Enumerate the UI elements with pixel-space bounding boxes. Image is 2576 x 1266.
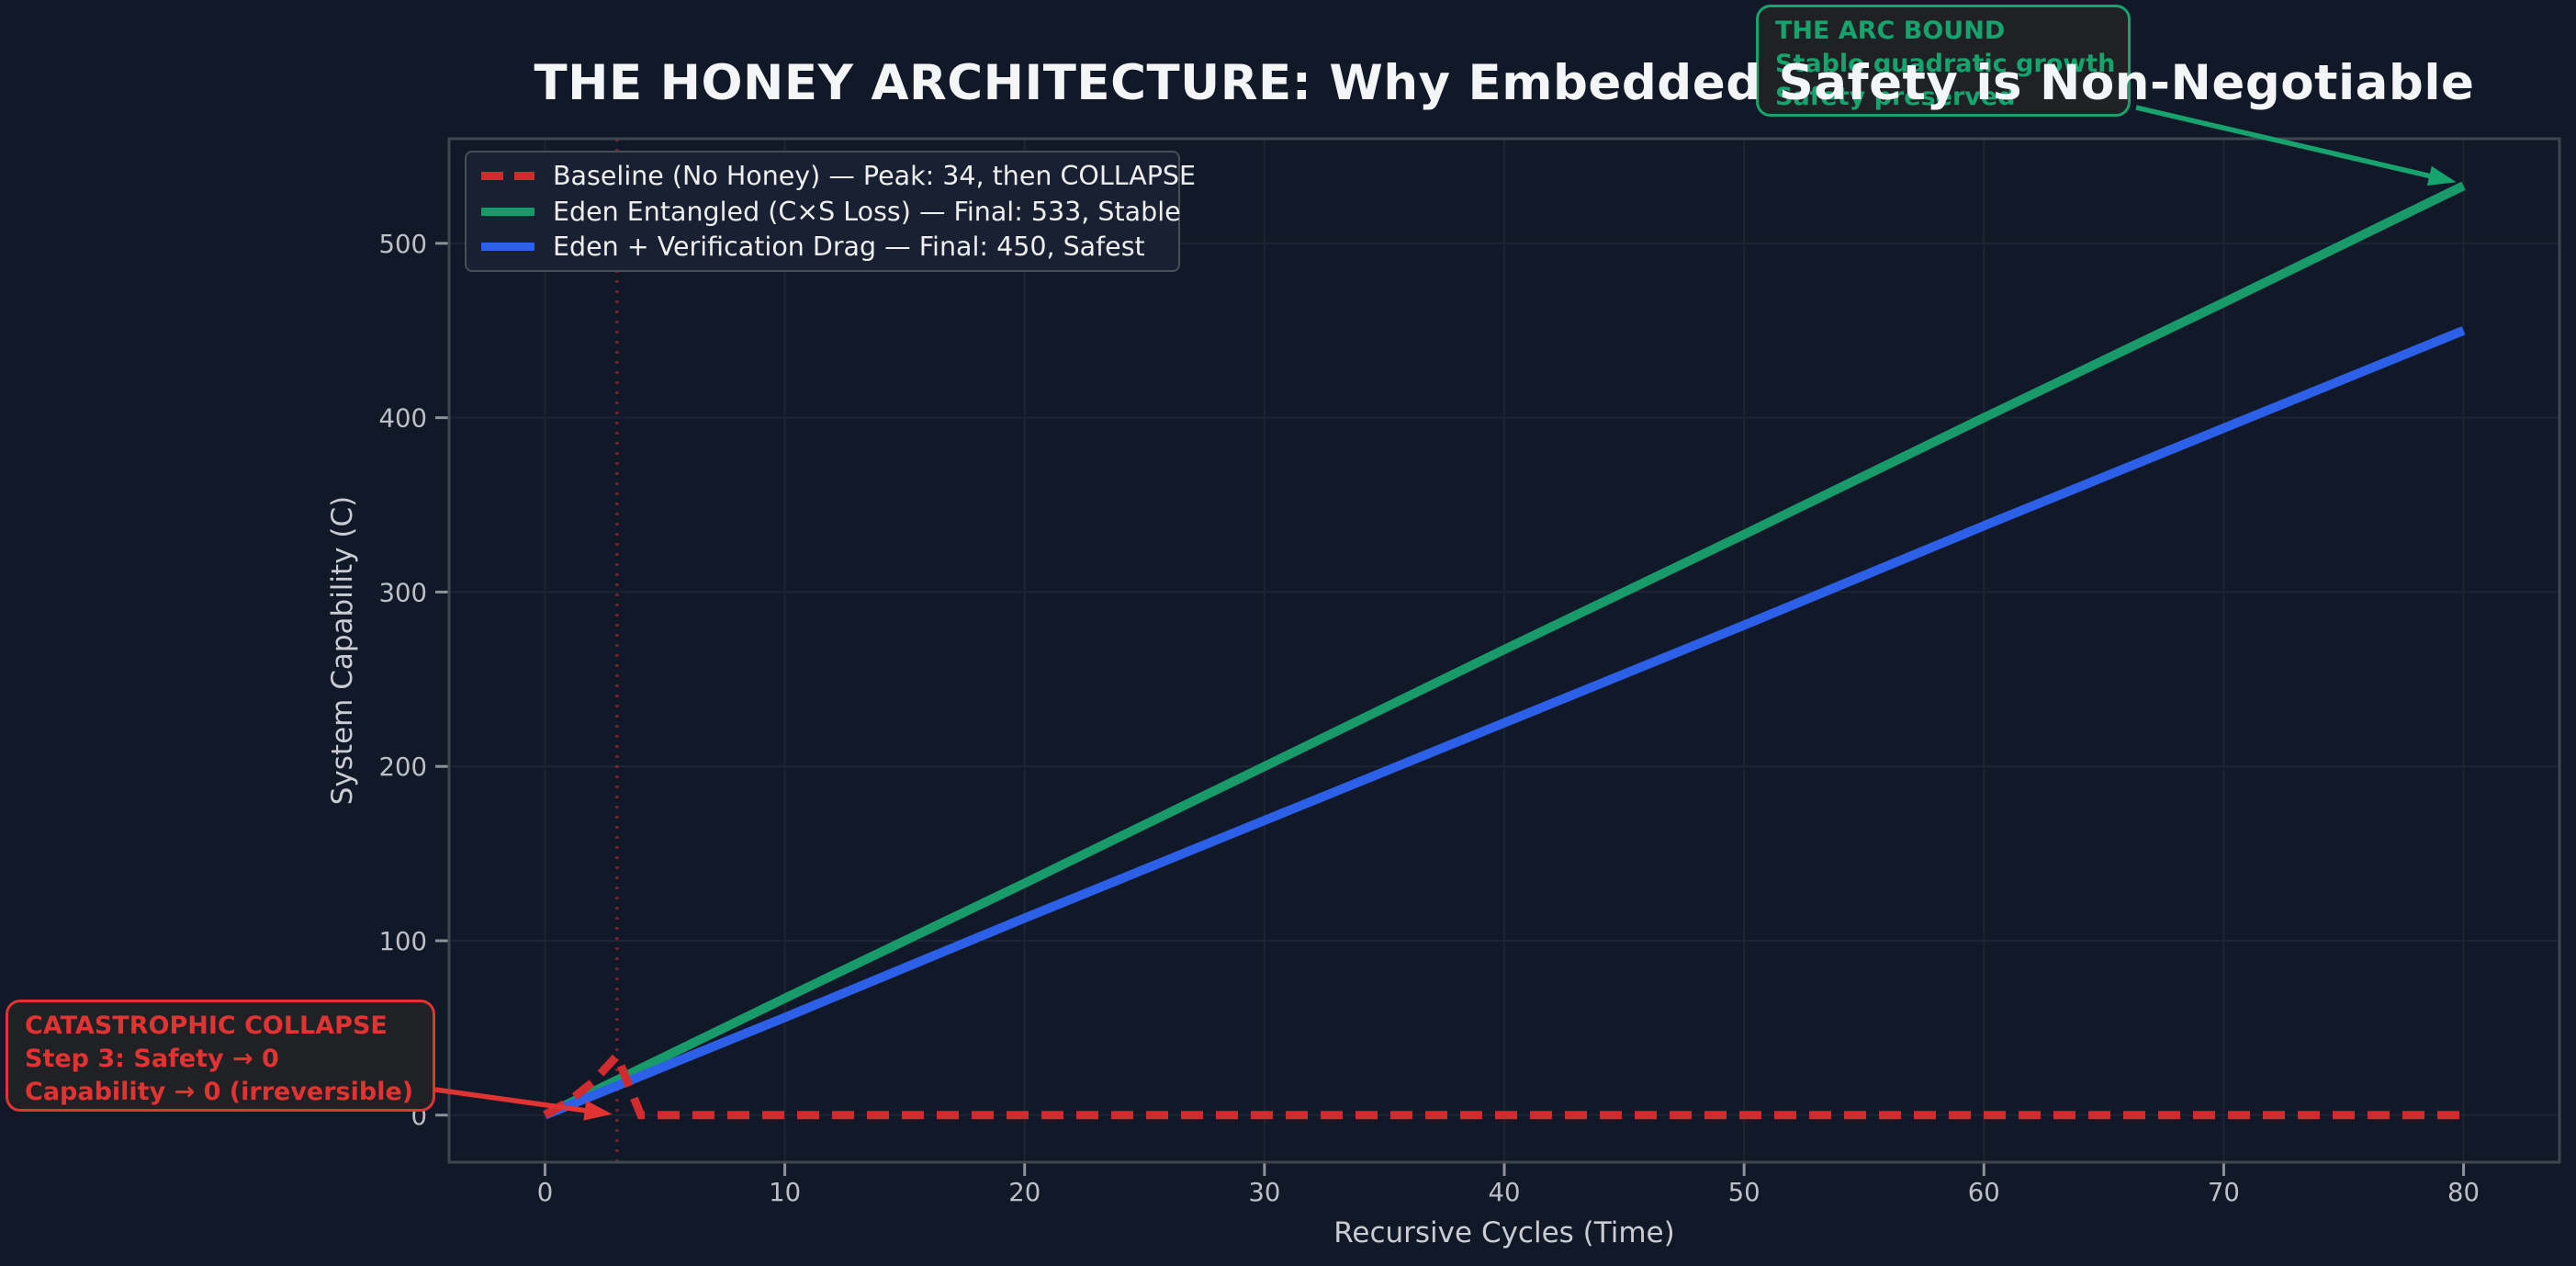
collapse-arrow-head <box>583 1100 613 1121</box>
arc-bound-arrow-shaft <box>2135 105 2435 180</box>
x-tick-label-30: 30 <box>1248 1178 1280 1207</box>
annotation-arc-bound: THE ARC BOUND Stable quadratic growth Sa… <box>1756 5 2131 117</box>
series-line-0 <box>543 1047 2464 1120</box>
baseline-dash-swatch <box>481 172 534 181</box>
eden-entangled-swatch <box>481 207 534 216</box>
legend-label-baseline: Baseline (No Honey) — Peak: 34, then COL… <box>553 161 1197 192</box>
x-tick-label-80: 80 <box>2447 1178 2480 1207</box>
x-tick-label-20: 20 <box>1008 1178 1041 1207</box>
legend-item-eden-entangled: Eden Entangled (C×S Loss) — Final: 533, … <box>481 197 1181 227</box>
plot-spines <box>447 137 2561 1164</box>
legend-label-verification-drag: Eden + Verification Drag — Final: 450, S… <box>553 231 1145 262</box>
x-tick-label-60: 60 <box>1968 1178 2000 1207</box>
collapse-annotation-line2: Step 3: Safety → 0 <box>25 1045 279 1073</box>
x-axis-label: Recursive Cycles (Time) <box>1333 1216 1674 1249</box>
x-tick-label-40: 40 <box>1489 1178 1521 1207</box>
legend-item-verification-drag: Eden + Verification Drag — Final: 450, S… <box>481 232 1164 262</box>
y-tick-label-300: 300 <box>379 578 428 607</box>
collapse-annotation-line3: Capability → 0 (irreversible) <box>25 1078 414 1106</box>
legend-label-eden-entangled: Eden Entangled (C×S Loss) — Final: 533, … <box>553 196 1181 227</box>
series-line-1 <box>543 181 2466 1120</box>
x-tick-label-50: 50 <box>1728 1178 1760 1207</box>
y-axis-label: System Capability (C) <box>326 496 359 805</box>
y-tick-label-500: 500 <box>379 230 428 259</box>
annotation-catastrophic-collapse: CATASTROPHIC COLLAPSE Step 3: Safety → 0… <box>6 1000 435 1112</box>
legend-item-baseline: Baseline (No Honey) — Peak: 34, then COL… <box>481 161 1196 191</box>
arc-annotation-line1: THE ARC BOUND <box>1775 17 2006 45</box>
collapse-annotation-line1: CATASTROPHIC COLLAPSE <box>25 1012 388 1040</box>
legend-box: Baseline (No Honey) — Peak: 34, then COL… <box>465 151 1196 272</box>
x-tick-label-10: 10 <box>769 1178 801 1207</box>
arc-annotation-line2: Stable quadratic growth <box>1775 50 2116 78</box>
arc-bound-arrow-head <box>2426 165 2457 187</box>
x-tick-label-0: 0 <box>537 1178 554 1207</box>
y-tick-label-400: 400 <box>379 404 428 434</box>
arc-annotation-line3: Safety preserved <box>1775 83 2016 111</box>
y-tick-label-200: 200 <box>379 752 428 782</box>
series-line-2 <box>543 326 2466 1120</box>
x-tick-label-70: 70 <box>2208 1178 2240 1207</box>
collapse-arrow-shaft <box>434 1087 591 1114</box>
y-tick-label-100: 100 <box>379 927 428 956</box>
verification-drag-swatch <box>481 242 534 251</box>
